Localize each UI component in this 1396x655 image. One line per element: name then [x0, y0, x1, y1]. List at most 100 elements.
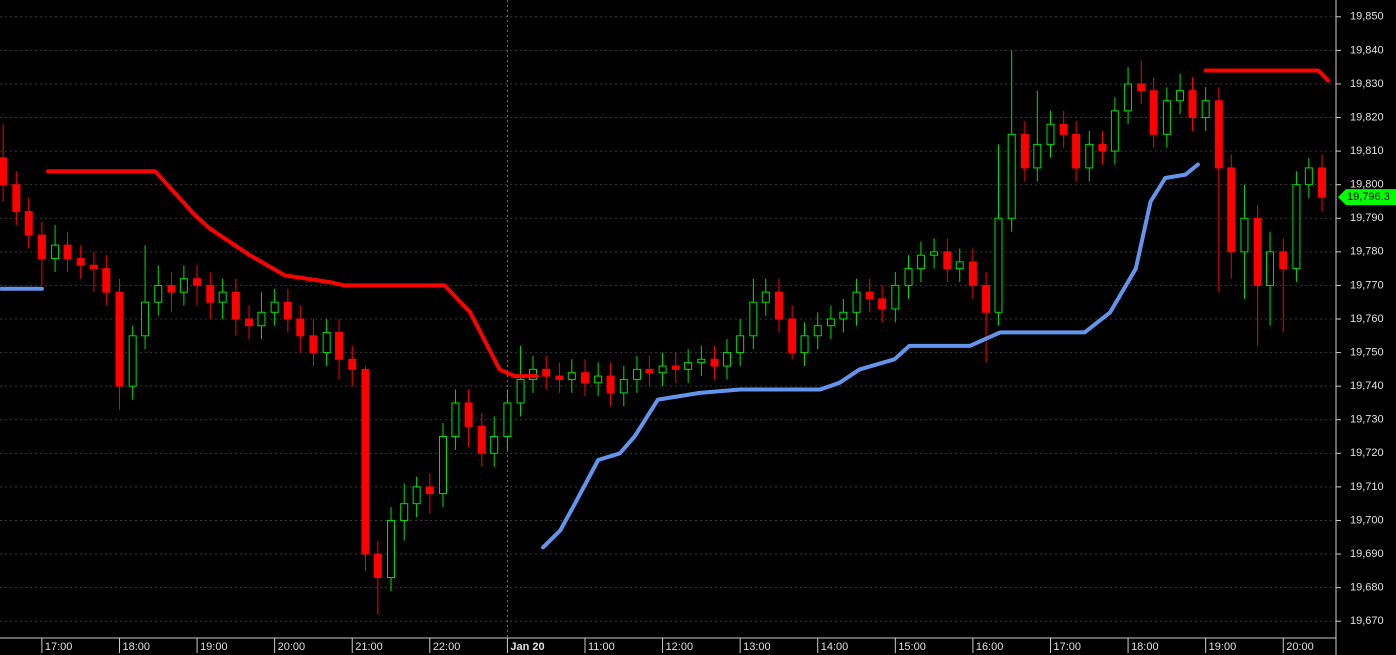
candle-body [1240, 217, 1249, 253]
candle-body [839, 311, 848, 320]
candle-body [1253, 217, 1262, 286]
x-tick-label: 21:00 [355, 641, 383, 653]
indicator-line [1203, 68, 1331, 83]
candle-body [37, 234, 46, 260]
candle-body [930, 251, 939, 256]
candle-body [916, 254, 925, 270]
y-tick-label: 19,800 [1350, 179, 1384, 191]
candle-body [594, 375, 603, 384]
candle-body [154, 284, 163, 303]
candle-body [684, 362, 693, 370]
y-tick-label: 19,840 [1350, 44, 1384, 56]
x-tick-label: 18:00 [1131, 641, 1159, 653]
candle-body [1304, 167, 1313, 186]
candle-body [141, 301, 150, 337]
x-tick-label: Jan 20 [510, 641, 544, 653]
y-tick-label: 19,750 [1350, 346, 1384, 358]
candle-body [671, 365, 680, 370]
candle-body [412, 486, 421, 505]
candle-body [645, 368, 654, 374]
candle-body [774, 291, 783, 320]
candle-body [1020, 133, 1029, 169]
x-tick-label: 14:00 [821, 641, 849, 653]
y-tick-label: 19,740 [1350, 380, 1384, 392]
y-tick-label: 19,730 [1350, 414, 1384, 426]
x-tick-label: 16:00 [976, 641, 1004, 653]
candle-body [1162, 100, 1171, 135]
candle-body [761, 291, 770, 303]
candle-body [425, 486, 434, 495]
y-tick-label: 19,820 [1350, 111, 1384, 123]
candle-body [0, 157, 8, 186]
candle-body [1188, 90, 1197, 119]
candle-body [567, 372, 576, 380]
candle-body [231, 291, 240, 320]
last-price-label: 19,796.3 [1347, 191, 1390, 203]
candle-body [76, 258, 85, 266]
y-tick-label: 19,710 [1350, 481, 1384, 493]
candle-body [167, 284, 176, 293]
candle-body [1085, 143, 1094, 169]
candle-body [270, 301, 279, 313]
candle-body [89, 264, 98, 270]
candle-body [1292, 184, 1301, 270]
candle-body [335, 331, 344, 360]
x-tick-label: 19:00 [200, 641, 228, 653]
candle-body [800, 335, 809, 354]
x-tick-label: 11:00 [588, 641, 615, 653]
x-tick-label: 12:00 [666, 641, 694, 653]
candle-body [1279, 251, 1288, 270]
candle-body [982, 284, 991, 313]
candle-body [309, 335, 318, 354]
indicator-line [541, 162, 1200, 550]
candle-body [813, 325, 822, 337]
x-tick-label: 20:00 [1286, 641, 1314, 653]
candle-body [994, 217, 1003, 313]
candle-body [865, 291, 874, 300]
candle-body [257, 311, 266, 327]
y-tick-label: 19,780 [1350, 246, 1384, 258]
candle-body [1227, 167, 1236, 253]
candle-body [1059, 123, 1068, 135]
candle-body [1072, 133, 1081, 169]
candle-body [516, 378, 525, 404]
y-tick-label: 19,830 [1350, 78, 1384, 90]
y-tick-label: 19,760 [1350, 313, 1384, 325]
candle-body [206, 284, 215, 303]
candle-body [322, 331, 331, 354]
candle-body [955, 261, 964, 270]
candle-body [1046, 123, 1055, 145]
candle-body [632, 368, 641, 380]
candle-body [852, 291, 861, 313]
candle-body [1137, 83, 1146, 92]
candle-body [387, 519, 396, 579]
candle-body [1124, 83, 1133, 112]
candle-body [348, 358, 357, 370]
y-tick-label: 19,700 [1350, 514, 1384, 526]
y-tick-label: 19,680 [1350, 582, 1384, 594]
candle-body [503, 402, 512, 438]
candle-body [619, 378, 628, 394]
candle-body [904, 268, 913, 286]
y-tick-label: 19,850 [1350, 11, 1384, 23]
candle-body [283, 301, 292, 320]
candle-body [296, 318, 305, 337]
x-tick-label: 20:00 [278, 641, 306, 653]
candle-body [542, 368, 551, 377]
x-tick-label: 17:00 [1053, 641, 1081, 653]
candle-body [128, 335, 137, 387]
candle-body [968, 261, 977, 286]
candle-body [580, 372, 589, 384]
y-tick-label: 19,690 [1350, 548, 1384, 560]
candle-body [245, 318, 254, 327]
candle-body [788, 318, 797, 354]
candle-body [658, 365, 667, 374]
candle-body [891, 284, 900, 310]
candle-body [361, 368, 370, 555]
candle-body [1318, 167, 1327, 198]
candle-body [1176, 90, 1185, 102]
x-tick-label: 18:00 [122, 641, 150, 653]
candle-body [1007, 133, 1016, 219]
candle-body [722, 352, 731, 367]
